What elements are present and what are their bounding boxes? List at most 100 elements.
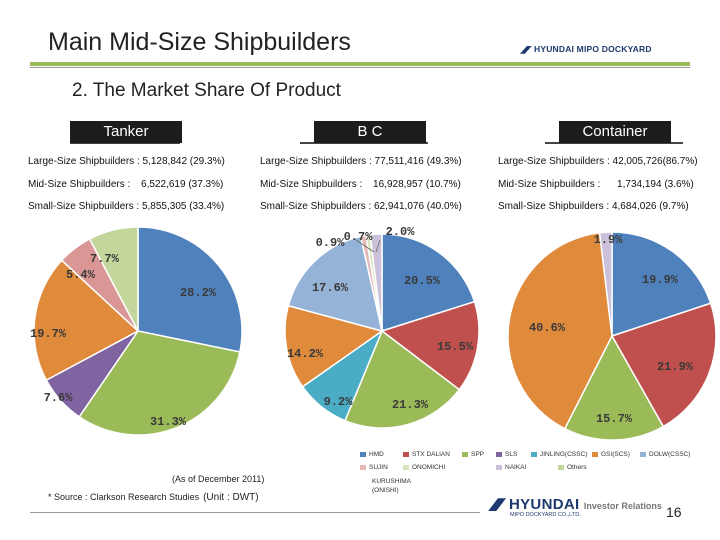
tab-underline-tanker	[70, 142, 180, 144]
pie-slice	[611, 231, 712, 338]
pie-slice	[369, 233, 383, 332]
source-text: * Source : Clarkson Research Studies	[48, 492, 200, 502]
pie-data-label: 14.2%	[287, 347, 324, 361]
pie-slice	[33, 259, 140, 382]
pie-slice	[287, 235, 384, 333]
stat-value: 6,522,619 (37.3%)	[141, 179, 224, 190]
hyundai-mark-icon	[488, 498, 506, 512]
stat-label: Mid-Size Shipbuilders :	[28, 179, 131, 190]
legend-item: GSI(SCS)	[592, 451, 630, 458]
pie-data-label: 7.7%	[90, 252, 120, 266]
legend-label: Others	[567, 464, 587, 471]
stat-value: 5,128,842 (29.3%)	[142, 156, 225, 167]
pie-data-label: 0.7%	[344, 230, 374, 244]
legend-label: KURUSHIMA (ONISHI)	[372, 478, 411, 494]
source-note: * Source : Clarkson Research Studies (Uni…	[48, 492, 259, 503]
pie-data-label: 9.2%	[324, 395, 354, 409]
pie-slice	[598, 231, 613, 337]
tab-underline-container	[545, 142, 683, 144]
legend-label: SLS	[505, 451, 518, 458]
legend-swatch	[496, 464, 502, 470]
legend-swatch	[592, 451, 598, 457]
pie-data-label: 15.5%	[437, 340, 474, 354]
legend-label: NAIKAI	[505, 464, 527, 471]
stat-value: 42,005,726(86.7%)	[612, 156, 698, 167]
legend-item: SLS	[496, 451, 517, 458]
stat-value: 1,734,194 (3.6%)	[617, 179, 694, 190]
stat-label: Small-Size Shipbuilders :	[28, 201, 140, 212]
legend-swatch	[462, 451, 468, 457]
legend-label: SUJIN	[369, 464, 388, 471]
pie-data-label: 7.6%	[44, 391, 74, 405]
legend-swatch	[496, 451, 502, 457]
pie-slice	[507, 231, 613, 430]
legend-swatch	[640, 451, 646, 457]
legend-label: SPP	[471, 451, 485, 458]
company-logo-text: HYUNDAI MIPO DOCKYARD	[534, 44, 652, 54]
legend-item: DOLW(CSSC)	[640, 451, 690, 458]
stat-row: Large-Size Shipbuilders : 77,511,416 (49…	[260, 156, 462, 167]
pie-data-label: 5.4%	[66, 268, 96, 282]
stat-label: Large-Size Shipbuilders :	[498, 156, 610, 167]
legend-item: STX DALIAN	[403, 451, 450, 458]
pie-data-label: 21.3%	[392, 398, 429, 412]
pie-slice	[344, 329, 461, 429]
page-title: Main Mid-Size Shipbuilders	[48, 28, 351, 56]
pie-data-label: 0.9%	[316, 236, 346, 250]
stat-label: Large-Size Shipbuilders :	[260, 156, 372, 167]
stat-value: 62,941,076 (40.0%)	[373, 201, 462, 212]
stat-row: Small-Size Shipbuilders : 62,941,076 (40…	[260, 201, 462, 212]
footer-logo: HYUNDAI Investor Relations MIPO DOCKYARD…	[488, 496, 662, 518]
stat-row: Large-Size Shipbuilders : 42,005,726(86.…	[498, 156, 698, 167]
stat-row: Small-Size Shipbuilders : 5,855,305 (33.…	[28, 201, 224, 212]
pie-slice	[610, 302, 717, 428]
legend-label: GSI(SCS)	[601, 451, 630, 458]
investor-relations-label: Investor Relations	[583, 501, 662, 511]
pie-slice	[78, 330, 241, 436]
pie-data-label: 31.3%	[150, 415, 187, 429]
pie-data-label: 20.5%	[404, 274, 441, 288]
legend-item: ONOMICHI	[403, 464, 445, 471]
legend-swatch	[558, 464, 564, 470]
legend-label: ONOMICHI	[412, 464, 446, 471]
tab-container: Container	[559, 121, 671, 143]
pie-data-label: 1.9%	[594, 233, 624, 247]
legend-swatch	[360, 464, 366, 470]
legend-item: SPP	[462, 451, 484, 458]
tab-underline-bc	[300, 142, 428, 144]
pie-leader-line	[355, 239, 375, 253]
stat-value: 77,511,416 (49.3%)	[374, 156, 462, 167]
legend-label: JINLING(CSSC)	[540, 451, 588, 458]
footer-brand-sub: MIPO DOCKYARD CO.,LTD.	[510, 512, 581, 518]
pie-data-label: 19.9%	[642, 273, 679, 287]
legend-swatch	[360, 451, 366, 457]
pie-data-label: 19.7%	[30, 327, 67, 341]
tab-tanker: Tanker	[70, 121, 182, 143]
section-subtitle: 2. The Market Share Of Product	[72, 80, 341, 101]
legend-item: NAIKAI	[496, 464, 526, 471]
stat-row: Small-Size Shipbuilders : 4,684,026 (9.7…	[498, 201, 689, 212]
stat-value: 5,855,305 (33.4%)	[141, 201, 225, 212]
pie-data-label: 21.9%	[657, 360, 694, 374]
stat-row: Large-Size Shipbuilders : 5,128,842 (29.…	[28, 156, 225, 167]
stat-row: Mid-Size Shipbuilders : 1,734,194 (3.6%)	[498, 179, 694, 190]
stat-row: Mid-Size Shipbuilders : 6,522,619 (37.3%…	[28, 179, 223, 190]
tab-bc: B C	[314, 121, 426, 143]
page-number: 16	[666, 504, 682, 520]
legend-item: HMD	[360, 451, 384, 458]
legend-item: KURUSHIMA (ONISHI)	[372, 477, 422, 495]
pie-data-label: 15.7%	[596, 412, 633, 426]
company-logo: HYUNDAI MIPO DOCKYARD	[520, 44, 652, 54]
stat-label: Small-Size Shipbuilders :	[498, 201, 610, 212]
stat-row: Mid-Size Shipbuilders : 16,928,957 (10.7…	[260, 179, 461, 190]
pie-data-label: 28.2%	[180, 286, 217, 300]
footer-rule	[30, 512, 480, 513]
legend-label: HMD	[369, 451, 384, 458]
legend-label: DOLW(CSSC)	[649, 451, 691, 458]
legend-swatch	[403, 451, 409, 457]
stat-label: Small-Size Shipbuilders :	[260, 201, 372, 212]
logo-mark-icon	[520, 45, 532, 54]
pie-leader-line	[375, 239, 381, 253]
as-of-note: (As of December 2011)	[172, 474, 265, 484]
